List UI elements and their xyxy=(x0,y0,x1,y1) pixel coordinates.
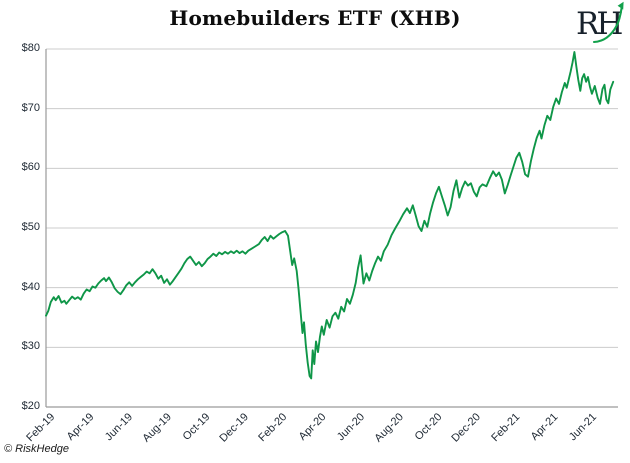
y-axis-tick-label: $40 xyxy=(21,280,40,293)
y-axis-tick-label: $30 xyxy=(21,340,40,353)
y-axis-tick-label: $50 xyxy=(21,221,40,233)
y-axis-tick-label: $70 xyxy=(21,101,40,114)
copyright-label: © RiskHedge xyxy=(4,443,69,455)
logo-arrowhead-icon xyxy=(617,1,624,10)
y-axis-tick-label: $80 xyxy=(21,42,40,54)
gridlines xyxy=(46,48,618,348)
y-axis-tick-label: $20 xyxy=(21,400,40,412)
axes xyxy=(45,49,618,408)
logo-swoosh-icon xyxy=(592,7,623,44)
price-line xyxy=(45,51,615,380)
riskhedge-logo: RH xyxy=(576,1,625,44)
chart-title: Homebuilders ETF (XHB) xyxy=(169,6,461,30)
y-axis-tick-label: $60 xyxy=(21,161,40,174)
